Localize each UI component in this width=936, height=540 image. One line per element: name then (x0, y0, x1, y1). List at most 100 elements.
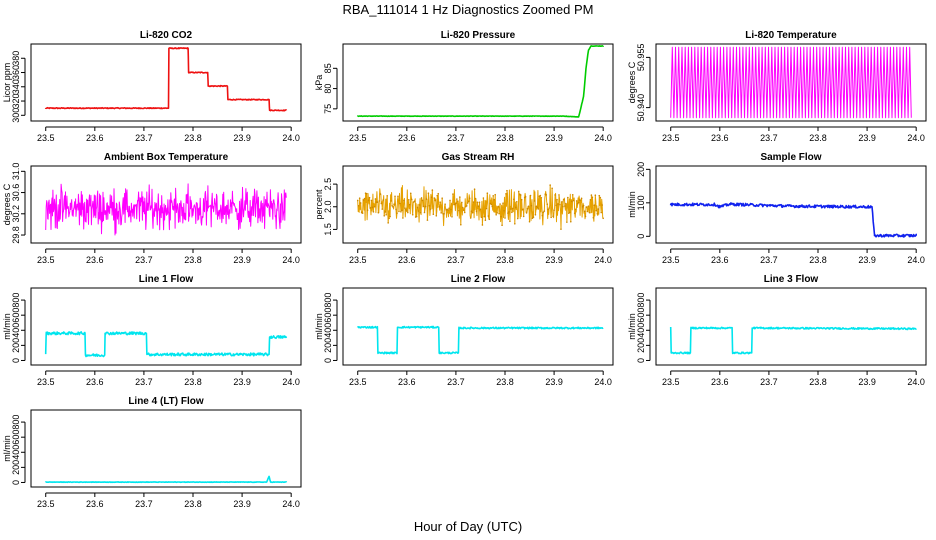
x-tick-label-pressure: 23.8 (496, 133, 514, 143)
x-tick-label-temperature: 23.6 (711, 133, 729, 143)
x-tick-label-line2: 23.8 (496, 377, 514, 387)
series-point-rh (496, 212, 498, 214)
series-point-rh (481, 224, 484, 226)
series-point-rh (447, 209, 449, 211)
series-point-rh (571, 193, 574, 196)
x-tick-label-sample: 23.7 (760, 255, 778, 265)
plot-frame-temperature (655, 43, 927, 122)
series-point-rh (478, 201, 481, 204)
x-tick-label-temperature: 24.0 (907, 133, 925, 143)
series-point-rh (580, 197, 583, 200)
panel-title-ambient: Ambient Box Temperature (104, 152, 229, 163)
y-tick-label-rh: 2.5 (323, 178, 333, 191)
panel-title-line1: Line 1 Flow (139, 274, 194, 285)
x-tick-label-line1: 23.7 (135, 377, 153, 387)
series-point-rh (448, 207, 450, 210)
series-point-rh (526, 207, 529, 210)
series-point-rh (531, 217, 534, 220)
series-point-rh (479, 208, 482, 211)
series-point-rh (380, 202, 383, 205)
series-point-rh (561, 201, 563, 203)
y-tick-label-line3: 400 (636, 323, 646, 338)
series-point-rh (468, 197, 471, 200)
y-tick-label-line3: 800 (636, 293, 646, 308)
series-point-rh (587, 205, 590, 207)
series-point-rh (443, 212, 445, 215)
x-tick-label-sample: 24.0 (907, 255, 925, 265)
series-point-rh (584, 215, 587, 218)
series-point-rh (418, 204, 421, 206)
x-tick-label-line3: 23.5 (662, 377, 680, 387)
series-point-rh (465, 205, 468, 207)
y-tick-label-ambient: 31.0 (11, 163, 21, 181)
plot-frame-ambient (30, 165, 302, 244)
series-point-rh (590, 194, 593, 196)
series-point-rh (488, 218, 491, 221)
x-tick-label-co2: 23.6 (86, 133, 104, 143)
y-tick-label-line4: 800 (11, 415, 21, 430)
series-point-rh (359, 202, 362, 204)
x-tick-label-sample: 23.6 (711, 255, 729, 265)
series-point-rh (463, 211, 466, 214)
series-point-rh (596, 212, 599, 215)
x-tick-label-pressure: 23.5 (349, 133, 367, 143)
series-point-rh (432, 213, 435, 215)
y-tick-label-line1: 0 (11, 358, 21, 363)
y-tick-label-co2: 300 (11, 108, 21, 123)
series-point-rh (404, 207, 406, 209)
x-tick-label-line3: 24.0 (907, 377, 925, 387)
series-point-rh (506, 189, 508, 192)
series-point-rh (549, 184, 551, 186)
series-point-rh (554, 194, 556, 196)
x-tick-label-ambient: 24.0 (282, 255, 300, 265)
x-tick-label-co2: 23.5 (37, 133, 55, 143)
series-point-rh (398, 210, 400, 213)
panel-title-co2: Li-820 CO2 (140, 30, 193, 41)
series-point-rh (473, 188, 476, 191)
y-tick-label-line4: 600 (11, 430, 21, 445)
series-point-rh (553, 209, 555, 212)
x-tick-label-ambient: 23.9 (233, 255, 251, 265)
series-point-rh (530, 204, 533, 207)
series-point-rh (436, 194, 439, 197)
series-point-rh (512, 207, 514, 210)
panel-title-temperature: Li-820 Temperature (745, 30, 837, 41)
series-point-rh (401, 209, 403, 212)
x-tick-label-line4: 23.5 (37, 499, 55, 509)
x-tick-label-line1: 23.8 (184, 377, 202, 387)
x-tick-label-line4: 23.9 (233, 499, 251, 509)
series-point-rh (415, 215, 418, 218)
series-point-rh (500, 215, 502, 218)
series-point-rh (597, 208, 600, 210)
series-point-rh (477, 205, 480, 207)
series-point-rh (497, 205, 499, 208)
series-point-rh (582, 204, 585, 207)
series-point-rh (559, 203, 561, 206)
series-point-rh (542, 211, 545, 214)
x-tick-label-temperature: 23.9 (858, 133, 876, 143)
series-point-rh (437, 192, 440, 195)
plot-frame-sample (655, 165, 927, 244)
series-point-rh (564, 205, 566, 207)
series-point-rh (407, 198, 410, 201)
series-point-rh (508, 211, 510, 213)
series-point-rh (403, 199, 405, 202)
series-point-rh (513, 198, 515, 201)
series-point-rh (491, 205, 494, 208)
figure-title: RBA_111014 1 Hz Diagnostics Zoomed PM (343, 2, 594, 17)
x-tick-label-line3: 23.8 (809, 377, 827, 387)
series-point-rh (438, 206, 441, 208)
panel-title-line2: Line 2 Flow (451, 274, 506, 285)
series-point-rh (550, 216, 552, 219)
series-point-rh (370, 199, 373, 202)
series-point-rh (426, 219, 429, 221)
plot-frame-co2 (30, 43, 302, 122)
series-point-rh (411, 213, 414, 216)
x-tick-label-line1: 23.5 (37, 377, 55, 387)
x-tick-label-pressure: 23.7 (447, 133, 465, 143)
series-point-rh (383, 214, 386, 217)
series-point-rh (551, 187, 553, 190)
series-point-rh (419, 211, 422, 214)
panel-line4: Line 4 (LT) Flow ml/min 23.5 23.6 23.7 23.8 23… (2, 396, 302, 509)
panel-temperature: Li-820 Temperature degrees C 23.5 23.6 23.7 2… (627, 30, 927, 143)
